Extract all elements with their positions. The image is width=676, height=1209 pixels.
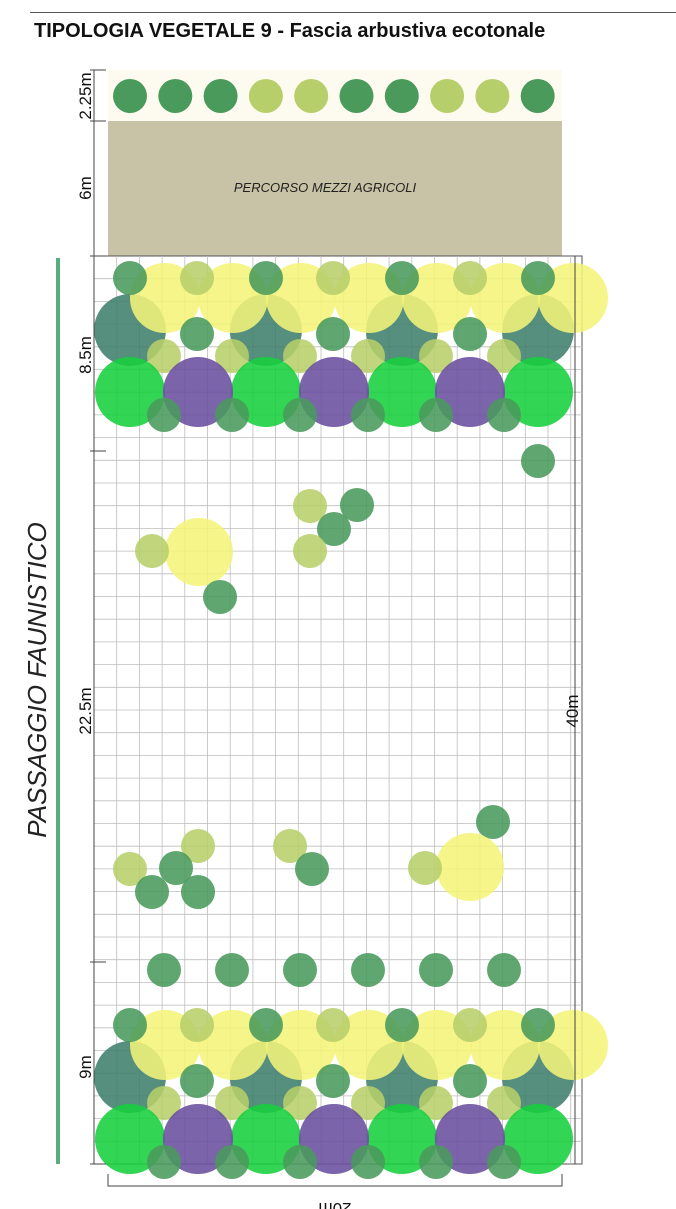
shrub-yellow: [165, 518, 233, 586]
shrub-dark-green: [351, 953, 385, 987]
shrub-small: [316, 261, 350, 295]
shrub-dark-green: [147, 398, 181, 432]
dimension-label-width: 20m: [318, 1199, 351, 1209]
shrub-dark-green: [135, 875, 169, 909]
shrub-dark-green: [147, 953, 181, 987]
shrub-yellow: [436, 833, 504, 901]
corridor-label: PASSAGGIO FAUNISTICO: [22, 522, 52, 837]
shrub-dark-green: [181, 875, 215, 909]
shrub-small: [385, 261, 419, 295]
shrub-dark-green: [487, 1145, 521, 1179]
shrub-small: [453, 1008, 487, 1042]
shrub-dark-green: [203, 580, 237, 614]
shrub-dark-green: [351, 1145, 385, 1179]
shrub-small: [521, 261, 555, 295]
shrub-dark-green: [215, 1145, 249, 1179]
shrub-small: [249, 1008, 283, 1042]
shrub-dark-green: [180, 1064, 214, 1098]
hedge-shrub: [385, 79, 419, 113]
dimension-label-total-length: 40m: [563, 694, 582, 727]
shrub-dark-green: [453, 317, 487, 351]
hedge-row: [108, 70, 562, 121]
shrub-dark-green: [283, 953, 317, 987]
road-label: PERCORSO MEZZI AGRICOLI: [234, 180, 417, 195]
shrub-dark-green: [215, 953, 249, 987]
hedge-shrub: [204, 79, 238, 113]
shrub-small: [385, 1008, 419, 1042]
shrub-dark-green: [351, 398, 385, 432]
hedge-shrub: [521, 79, 555, 113]
hedge-shrub: [340, 79, 374, 113]
shrub-dark-green: [316, 1064, 350, 1098]
hedge-shrub: [113, 79, 147, 113]
shrub-dark-green: [487, 398, 521, 432]
shrub-small: [113, 261, 147, 295]
shrub-dark-green: [419, 1145, 453, 1179]
shrub-dark-green: [521, 444, 555, 478]
shrub-dark-green: [487, 953, 521, 987]
hedge-shrub: [430, 79, 464, 113]
shrub-small: [249, 261, 283, 295]
dimension-label-upper-band: 8.5m: [76, 336, 95, 374]
shrub-dark-green: [476, 805, 510, 839]
dimension-label-road: 6m: [76, 176, 95, 200]
dimension-label-middle-gap: 22.5m: [76, 687, 95, 734]
shrub-light-green: [135, 534, 169, 568]
dimension-label-hedge: 2.25m: [76, 72, 95, 119]
shrub-small: [180, 1008, 214, 1042]
shrub-light-green: [408, 851, 442, 885]
hedge-shrub: [158, 79, 192, 113]
shrub-dark-green: [147, 1145, 181, 1179]
shrub-dark-green: [283, 1145, 317, 1179]
shrub-small: [453, 261, 487, 295]
shrub-dark-green: [316, 317, 350, 351]
dimension-line-bottom: [108, 1174, 562, 1186]
shrub-small: [521, 1008, 555, 1042]
shrub-dark-green: [419, 398, 453, 432]
shrub-small: [316, 1008, 350, 1042]
shrub-dark-green: [283, 398, 317, 432]
shrub-small: [180, 261, 214, 295]
shrub-light-green: [293, 534, 327, 568]
shrub-dark-green: [419, 953, 453, 987]
dimension-label-lower-band: 9m: [76, 1055, 95, 1079]
shrub-dark-green: [215, 398, 249, 432]
hedge-shrub: [475, 79, 509, 113]
shrub-dark-green: [453, 1064, 487, 1098]
shrub-dark-green: [295, 852, 329, 886]
hedge-shrub: [294, 79, 328, 113]
hedge-shrub: [249, 79, 283, 113]
shrub-small: [113, 1008, 147, 1042]
shrub-dark-green: [180, 317, 214, 351]
